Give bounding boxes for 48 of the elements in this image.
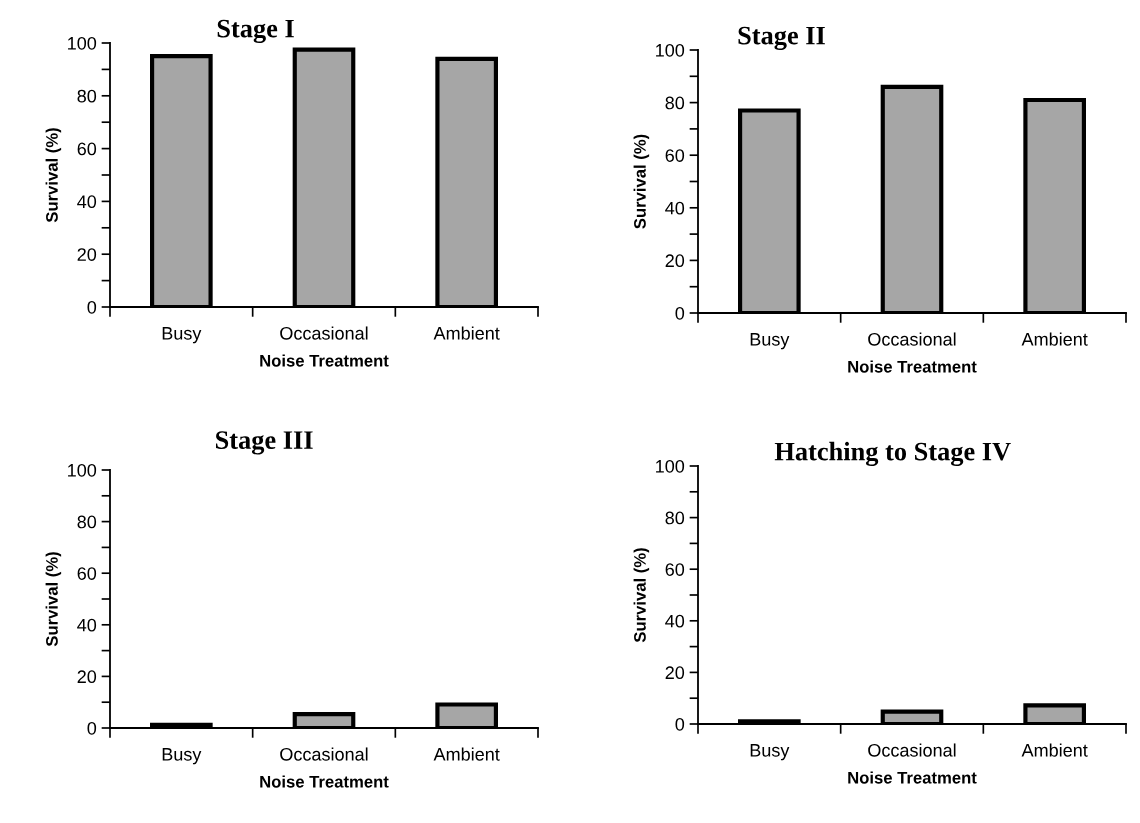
y-tick-label: 40 bbox=[77, 195, 97, 209]
y-tick-label: 100 bbox=[656, 43, 685, 57]
x-tick-label: Busy bbox=[750, 744, 790, 761]
x-tick-label: Ambient bbox=[1021, 743, 1088, 757]
y-tick-label: 80 bbox=[77, 515, 97, 529]
chart-title: Stage I bbox=[217, 19, 294, 43]
x-tick-label: Occasional bbox=[280, 326, 368, 340]
y-axis-title: Survival (%) bbox=[45, 552, 62, 647]
y-tick-label: 20 bbox=[665, 666, 685, 680]
y-tick-label: 40 bbox=[665, 614, 685, 628]
x-axis-title: Noise Treatment bbox=[848, 360, 977, 373]
chart-title: Hatching to Stage IV bbox=[774, 441, 1011, 466]
x-axis-title: Noise Treatment bbox=[260, 775, 389, 788]
x-axis-title: Noise Treatment bbox=[260, 354, 389, 367]
y-tick-label: 80 bbox=[665, 511, 685, 525]
y-tick-label: 60 bbox=[665, 149, 685, 162]
y-tick-label: 0 bbox=[675, 306, 685, 320]
y-tick-label: 0 bbox=[87, 721, 97, 735]
x-axis-title: Noise Treatment bbox=[848, 771, 977, 784]
y-tick-label: 80 bbox=[77, 89, 97, 103]
x-tick-label: Occasional bbox=[868, 743, 956, 757]
x-tick-label: Busy bbox=[750, 333, 790, 350]
x-tick-label: Busy bbox=[162, 748, 202, 765]
x-tick-label: Occasional bbox=[868, 332, 956, 346]
x-tick-label: Ambient bbox=[433, 747, 500, 761]
y-axis-title: Survival (%) bbox=[633, 134, 650, 229]
y-axis-title: Survival (%) bbox=[633, 548, 650, 643]
y-tick-label: 0 bbox=[675, 717, 685, 731]
y-tick-label: 60 bbox=[77, 142, 97, 156]
y-tick-label: 60 bbox=[77, 567, 97, 580]
y-tick-label: 80 bbox=[665, 96, 685, 110]
y-axis-title: Survival (%) bbox=[45, 128, 62, 223]
y-tick-label: 0 bbox=[87, 300, 97, 314]
y-tick-label: 60 bbox=[665, 563, 685, 576]
x-tick-label: Occasional bbox=[280, 747, 368, 761]
y-tick-label: 100 bbox=[68, 36, 97, 50]
y-tick-label: 40 bbox=[665, 201, 685, 215]
y-tick-label: 20 bbox=[77, 670, 97, 684]
y-tick-label: 100 bbox=[656, 459, 685, 473]
x-tick-label: Busy bbox=[162, 327, 202, 344]
chart-title: Stage II bbox=[738, 26, 825, 50]
y-tick-label: 20 bbox=[77, 248, 97, 261]
x-tick-label: Ambient bbox=[433, 326, 500, 340]
y-tick-label: 40 bbox=[77, 618, 97, 632]
y-tick-label: 100 bbox=[68, 463, 97, 477]
x-tick-label: Ambient bbox=[1021, 332, 1088, 346]
y-tick-label: 20 bbox=[665, 254, 685, 268]
chart-title: Stage III bbox=[216, 431, 313, 455]
